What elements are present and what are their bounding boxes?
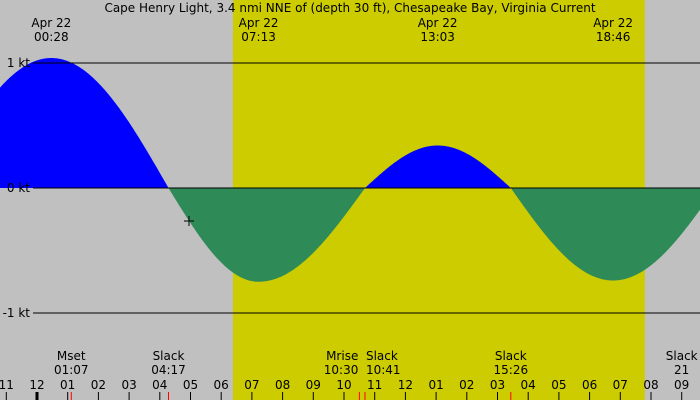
cursor-cross-icon	[184, 216, 194, 226]
event-time: 15:26	[494, 363, 529, 377]
x-tick-label: 09	[674, 378, 689, 392]
event-label: Mrise	[326, 349, 358, 363]
x-tick-label: 02	[91, 378, 106, 392]
extreme-time: 18:46	[596, 30, 631, 44]
flood-area	[0, 58, 700, 188]
chart-title: Cape Henry Light, 3.4 nmi NNE of (depth …	[104, 1, 595, 15]
event-time: 10:30	[324, 363, 359, 377]
event-label: Mset	[57, 349, 86, 363]
x-tick-label: 02	[459, 378, 474, 392]
event-label: Slack	[366, 349, 398, 363]
x-tick-label: 05	[183, 378, 198, 392]
x-tick-label: 07	[244, 378, 259, 392]
extreme-time: 13:03	[420, 30, 455, 44]
extreme-date: Apr 22	[593, 16, 633, 30]
x-tick-label: 06	[214, 378, 229, 392]
x-tick-label: 11	[0, 378, 14, 392]
y-tick-label: 1 kt	[7, 56, 30, 70]
extreme-time: 07:13	[241, 30, 276, 44]
ebb-area	[0, 188, 700, 282]
x-tick-label: 08	[643, 378, 658, 392]
x-tick-label: 01	[60, 378, 75, 392]
x-tick-label: 04	[521, 378, 536, 392]
event-time: 04:17	[151, 363, 186, 377]
event-label: Slack	[495, 349, 527, 363]
event-time: 10:41	[366, 363, 401, 377]
y-tick-label: 0 kt	[7, 181, 30, 195]
x-tick-label: 09	[306, 378, 321, 392]
x-tick-label: 10	[336, 378, 351, 392]
x-tick-label: 08	[275, 378, 290, 392]
x-tick-label: 01	[428, 378, 443, 392]
x-tick-label: 05	[551, 378, 566, 392]
extreme-date: Apr 22	[31, 16, 71, 30]
x-tick-label: 07	[613, 378, 628, 392]
x-tick-label: 03	[121, 378, 136, 392]
event-time: 21	[674, 363, 689, 377]
x-tick-label: 12	[398, 378, 413, 392]
x-tick-label: 04	[152, 378, 167, 392]
extreme-date: Apr 22	[418, 16, 458, 30]
x-tick-label: 06	[582, 378, 597, 392]
extreme-date: Apr 22	[239, 16, 279, 30]
y-tick-label: -1 kt	[3, 306, 31, 320]
event-time: 01:07	[54, 363, 89, 377]
event-label: Slack	[153, 349, 185, 363]
extreme-time: 00:28	[34, 30, 69, 44]
x-tick-label: 12	[29, 378, 44, 392]
x-tick-label: 11	[367, 378, 382, 392]
event-label: Slack	[666, 349, 698, 363]
x-tick-label: 03	[490, 378, 505, 392]
